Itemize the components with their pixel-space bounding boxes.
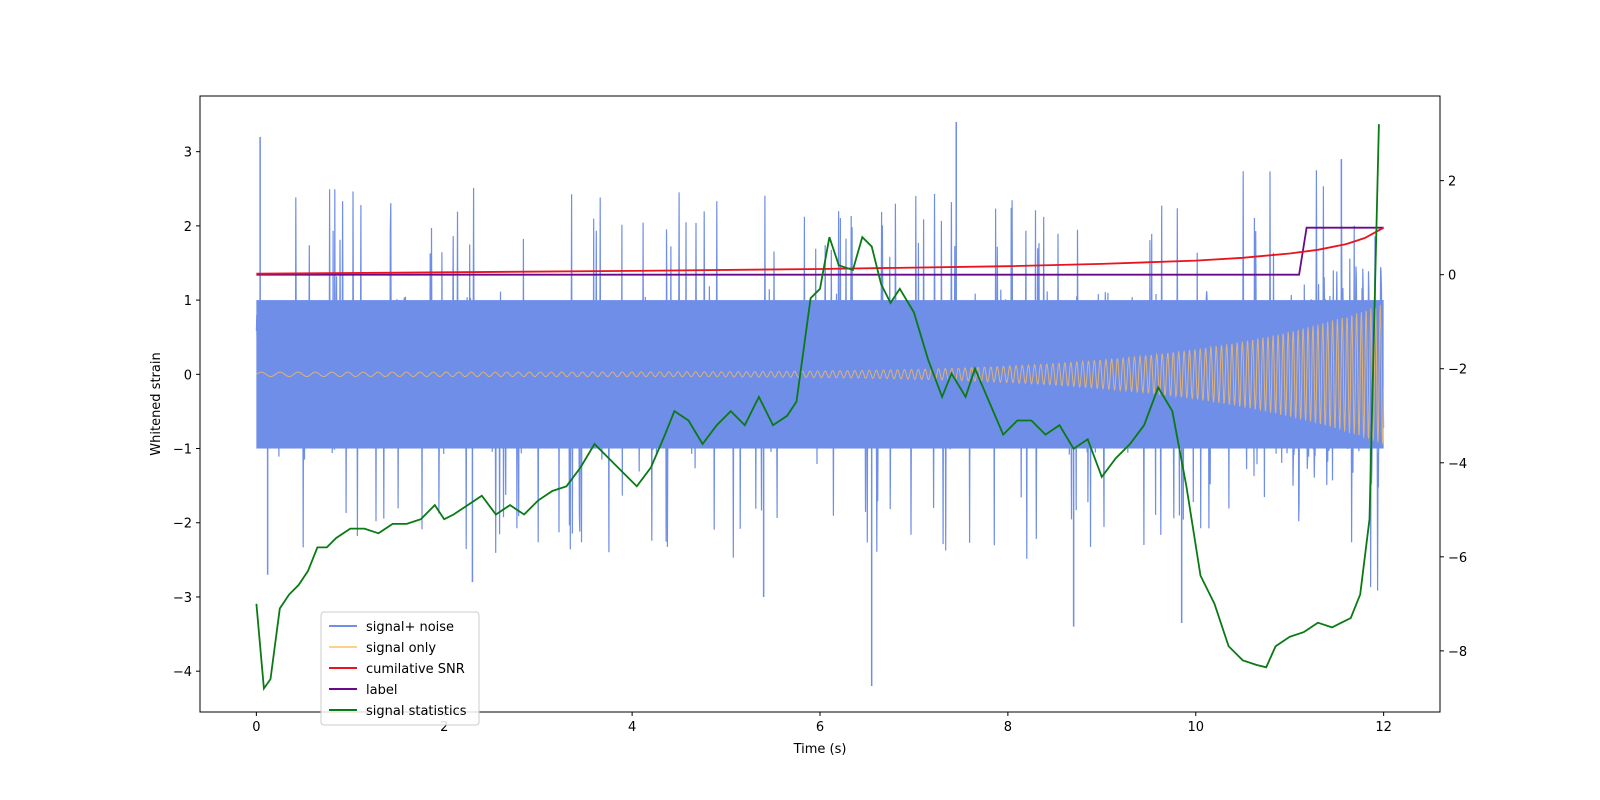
y-tick-label: 3 [184,146,192,161]
y-right-tick-label: −4 [1448,457,1467,472]
x-axis-title: Time (s) [793,742,847,757]
plot-area [255,121,1385,692]
y-tick-label: −1 [173,443,192,458]
legend-label: cumilative SNR [366,662,465,677]
signal-only-line [256,304,1385,444]
y-tick-label: −3 [173,591,192,606]
label-line [256,226,1384,276]
y-right-tick-label: −2 [1448,363,1467,378]
legend-box [320,611,480,726]
x-tick-label: 12 [1375,720,1392,735]
x-tick-label: 2 [440,720,448,735]
y-axis-title: Whitened strain [149,352,164,455]
y-right-tick-label: −6 [1448,551,1467,566]
signal-statistics-line [255,124,1380,692]
y-right-tick-label: 2 [1448,175,1456,190]
x-tick-label: 8 [1004,720,1012,735]
legend-label: label [366,683,397,698]
x-tick-label: 10 [1187,720,1204,735]
y-tick-label: −2 [173,517,192,532]
y-tick-label: 2 [184,220,192,235]
x-tick-label: 4 [628,720,636,735]
cumulative-snr-line [256,226,1385,275]
y-right-tick-label: −8 [1448,645,1467,660]
legend: signal+ noise signal only cumilative SNR la… [320,611,480,726]
legend-label: signal+ noise [366,620,454,635]
y-right-tick-label: 0 [1448,269,1456,284]
legend-label: signal statistics [366,704,467,719]
y-tick-label: 0 [184,368,192,383]
legend-label: signal only [366,641,436,656]
y-tick-label: 1 [184,294,192,309]
x-tick-label: 0 [252,720,260,735]
y-tick-label: −4 [173,665,192,680]
x-tick-label: 6 [816,720,824,735]
